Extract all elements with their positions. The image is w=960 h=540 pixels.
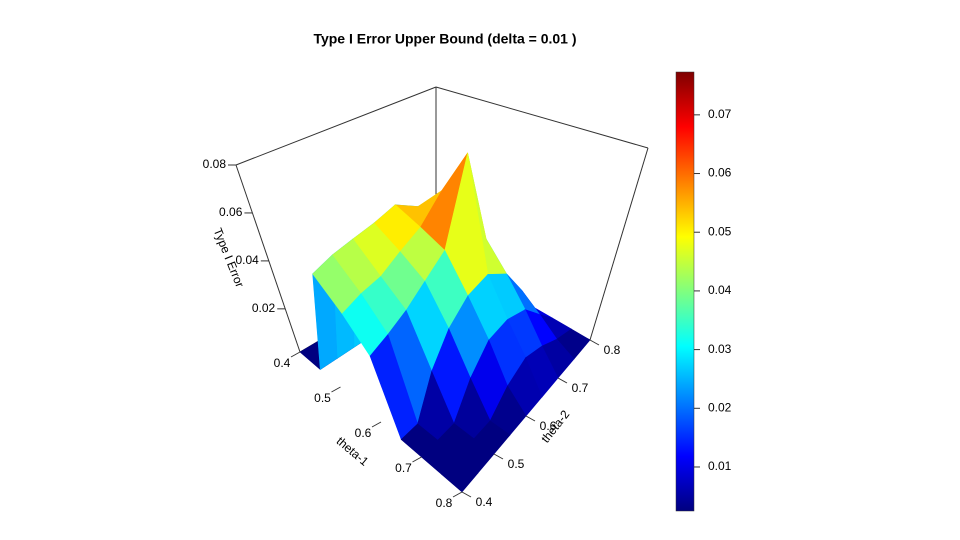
x-tick: [452, 491, 463, 498]
surface-facet: [441, 456, 479, 493]
x-tick: [371, 421, 382, 428]
chart-title: Type I Error Upper Bound (delta = 0.01 ): [313, 31, 576, 47]
colorbar-tick-label: 0.01: [708, 459, 732, 473]
x-tick-label: 0.6: [355, 426, 372, 440]
y-tick-label: 0.6: [540, 419, 557, 433]
box-edge: [589, 147, 649, 341]
z-tick-label: 0.06: [219, 205, 243, 219]
colorbar-tick-label: 0.02: [708, 400, 732, 414]
y-tick: [493, 453, 504, 460]
y-tick: [589, 339, 600, 346]
colorbar: [675, 71, 695, 512]
x-tick: [412, 456, 422, 463]
x-tick: [331, 386, 341, 393]
colorbar-tick-label: 0.06: [708, 166, 732, 180]
z-tick-label: 0.08: [203, 157, 227, 171]
box-edge: [435, 86, 649, 149]
colorbar-tick-label: 0.04: [708, 283, 732, 297]
colorbar-tick-label: 0.05: [708, 224, 732, 238]
y-tick: [525, 415, 536, 422]
y-tick: [557, 377, 568, 384]
y-tick-label: 0.5: [508, 457, 525, 471]
box-edge: [235, 86, 437, 166]
y-tick-label: 0.7: [572, 381, 589, 395]
y-tick: [461, 491, 472, 498]
x-tick-label: 0.5: [314, 391, 331, 405]
x-tick: [290, 351, 301, 358]
colorbar-tick-label: 0.07: [708, 107, 732, 121]
box-edge: [235, 164, 301, 353]
z-tick-label: 0.02: [252, 301, 276, 315]
x-tick-label: 0.8: [436, 496, 453, 510]
y-tick-label: 0.8: [604, 343, 621, 357]
colorbar-tick-label: 0.03: [708, 342, 732, 356]
z-tick-label: 0.04: [235, 253, 259, 267]
x-tick-label: 0.7: [395, 461, 412, 475]
x-tick-label: 0.4: [274, 356, 291, 370]
y-tick-label: 0.4: [476, 495, 493, 509]
